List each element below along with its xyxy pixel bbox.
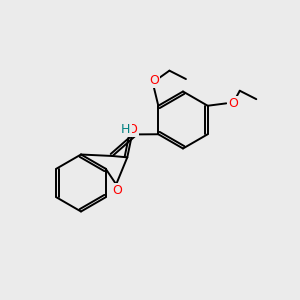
Text: O: O <box>128 123 137 136</box>
Text: O: O <box>149 74 159 87</box>
Text: O: O <box>228 97 238 110</box>
Text: O: O <box>112 184 122 197</box>
Text: H: H <box>121 122 130 136</box>
